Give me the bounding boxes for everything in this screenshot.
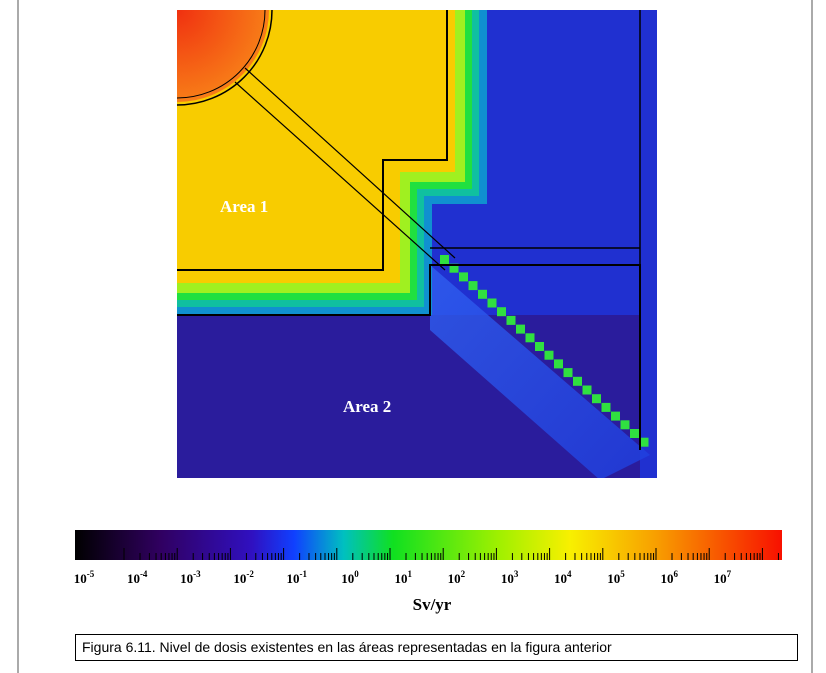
tick-base: 10 bbox=[341, 571, 354, 586]
area-label: Area 1 bbox=[220, 197, 268, 216]
tick-base: 10 bbox=[394, 571, 407, 586]
tick-base: 10 bbox=[660, 571, 673, 586]
tick-base: 10 bbox=[607, 571, 620, 586]
beam-cell bbox=[554, 359, 563, 368]
beam-cell bbox=[630, 429, 639, 438]
beam-cell bbox=[545, 351, 554, 360]
tick-base: 10 bbox=[180, 571, 193, 586]
tick-base: 10 bbox=[287, 571, 300, 586]
caption: Figura 6.11. Nivel de dosis existentes e… bbox=[82, 639, 612, 655]
beam-cell bbox=[526, 333, 535, 342]
beam-cell bbox=[469, 281, 478, 290]
tick-base: 10 bbox=[127, 571, 140, 586]
tick-label: 10-2 bbox=[233, 569, 254, 586]
beam-cell bbox=[516, 325, 525, 334]
tick-exponent: 1 bbox=[407, 569, 412, 579]
beam-cell bbox=[478, 290, 487, 299]
beam-cell bbox=[583, 386, 592, 395]
tick-exponent: 3 bbox=[514, 569, 519, 579]
tick-base: 10 bbox=[714, 571, 727, 586]
beam-cell bbox=[507, 316, 516, 325]
tick-exponent: -4 bbox=[140, 569, 148, 579]
tick-exponent: -2 bbox=[246, 569, 254, 579]
tick-label: 103 bbox=[501, 569, 519, 586]
tick-exponent: 7 bbox=[727, 569, 732, 579]
tick-label: 100 bbox=[341, 569, 359, 586]
tick-label: 105 bbox=[607, 569, 625, 586]
figure: Area 1 Area 2 10-510-410-310-210-1100101… bbox=[0, 0, 826, 673]
tick-label: 107 bbox=[714, 569, 732, 586]
beam-cell bbox=[440, 255, 449, 264]
dose-map: Area 1 Area 2 bbox=[82, 0, 657, 488]
beam-cell bbox=[564, 368, 573, 377]
tick-exponent: 0 bbox=[354, 569, 359, 579]
colorbar bbox=[75, 530, 782, 560]
beam-cell bbox=[611, 412, 620, 421]
beam-cell bbox=[497, 307, 506, 316]
tick-exponent: -3 bbox=[193, 569, 201, 579]
tick-exponent: -1 bbox=[300, 569, 308, 579]
tick-base: 10 bbox=[74, 571, 87, 586]
tick-base: 10 bbox=[448, 571, 461, 586]
tick-base: 10 bbox=[233, 571, 246, 586]
tick-exponent: 4 bbox=[567, 569, 572, 579]
tick-exponent: -5 bbox=[87, 569, 95, 579]
beam-cell bbox=[621, 420, 630, 429]
beam-cell bbox=[535, 342, 544, 351]
tick-exponent: 2 bbox=[461, 569, 466, 579]
tick-label: 102 bbox=[448, 569, 466, 586]
colorbar-unit: Sv/yr bbox=[413, 595, 452, 614]
beam-cell bbox=[602, 403, 611, 412]
tick-label: 104 bbox=[554, 569, 572, 586]
area-label: Area 2 bbox=[343, 397, 391, 416]
tick-exponent: 5 bbox=[620, 569, 625, 579]
tick-exponent: 6 bbox=[673, 569, 678, 579]
beam-cell bbox=[488, 299, 497, 308]
tick-base: 10 bbox=[501, 571, 514, 586]
page: Area 1 Area 2 10-510-410-310-210-1100101… bbox=[0, 0, 826, 673]
tick-label: 106 bbox=[660, 569, 678, 586]
beam-cell bbox=[592, 394, 601, 403]
tick-label: 10-4 bbox=[127, 569, 148, 586]
tick-label: 101 bbox=[394, 569, 412, 586]
beam-cell bbox=[573, 377, 582, 386]
tick-label: 10-5 bbox=[74, 569, 95, 586]
tick-base: 10 bbox=[554, 571, 567, 586]
map-edge bbox=[177, 478, 657, 488]
beam-cell bbox=[459, 272, 468, 281]
tick-label: 10-3 bbox=[180, 569, 201, 586]
tick-label: 10-1 bbox=[287, 569, 308, 586]
